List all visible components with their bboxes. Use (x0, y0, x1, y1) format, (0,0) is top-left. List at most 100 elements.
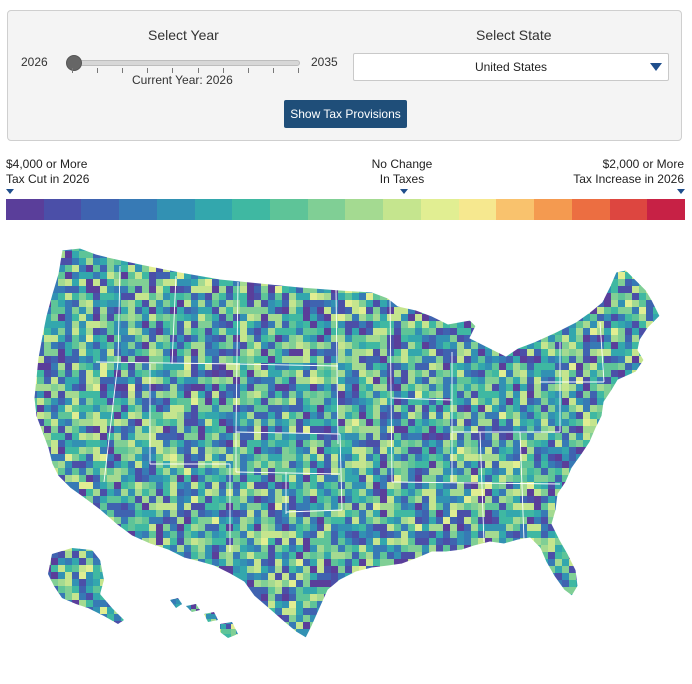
county-cell (303, 510, 311, 518)
county-cell (345, 496, 353, 504)
county-cell (352, 524, 360, 532)
county-cell (625, 363, 633, 371)
county-cell (58, 405, 66, 413)
county-cell (506, 314, 514, 322)
county-cell (625, 538, 633, 546)
county-cell (268, 248, 276, 252)
county-cell (121, 370, 129, 378)
county-cell (513, 300, 521, 308)
county-cell (135, 461, 143, 469)
county-cell (569, 412, 577, 420)
county-cell (128, 559, 136, 567)
county-cell (373, 265, 381, 273)
county-cell (205, 384, 213, 392)
county-cell (156, 559, 164, 567)
county-cell (72, 503, 80, 511)
county-cell (212, 510, 220, 518)
show-tax-provisions-button[interactable]: Show Tax Provisions (284, 100, 407, 128)
county-cell (317, 412, 325, 420)
county-cell (541, 601, 549, 609)
county-cell (184, 489, 192, 497)
county-cell (219, 377, 227, 385)
county-cell (632, 510, 640, 518)
county-cell (597, 405, 605, 413)
county-cell (394, 440, 402, 448)
county-cell (86, 314, 94, 322)
county-cell (86, 307, 94, 315)
chevron-down-icon[interactable] (650, 63, 662, 71)
county-cell (492, 559, 500, 567)
county-cell (114, 433, 122, 441)
county-cell (611, 545, 619, 553)
county-cell (142, 510, 150, 518)
year-slider[interactable] (66, 55, 300, 71)
county-cell (156, 300, 164, 308)
county-cell (135, 594, 143, 602)
county-cell (569, 251, 577, 259)
county-cell (639, 447, 647, 455)
county-cell (422, 349, 430, 357)
county-cell (569, 580, 577, 588)
year-slider-thumb[interactable] (66, 55, 82, 71)
county-cell (429, 258, 437, 266)
county-cell (58, 363, 66, 371)
county-cell (86, 412, 94, 420)
county-cell (401, 398, 409, 406)
county-cell (583, 335, 591, 343)
county-cell (373, 608, 381, 616)
county-cell (366, 475, 374, 483)
county-cell (72, 475, 80, 483)
county-cell (646, 307, 654, 315)
county-cell (394, 279, 402, 287)
county-cell (163, 566, 171, 574)
county-cell (44, 503, 52, 511)
county-cell (485, 587, 493, 595)
county-cell (352, 489, 360, 497)
county-cell (79, 321, 87, 329)
county-cell (380, 335, 388, 343)
state-dropdown[interactable]: United States (353, 53, 669, 81)
county-cell (436, 265, 444, 273)
county-cell (324, 370, 332, 378)
county-cell (611, 482, 619, 490)
county-cell (205, 538, 213, 546)
county-cell (471, 573, 479, 581)
county-cell (373, 454, 381, 462)
county-cell (219, 531, 227, 539)
county-cell (128, 384, 136, 392)
county-cell (135, 300, 143, 308)
county-cell (457, 489, 465, 497)
county-cell (429, 412, 437, 420)
county-cell (555, 601, 563, 609)
county-cell (79, 468, 87, 476)
county-cell (541, 440, 549, 448)
year-slider-tick (298, 68, 299, 73)
county-cell (331, 573, 339, 581)
county-cell (625, 559, 633, 567)
county-cell (464, 279, 472, 287)
county-cell (58, 489, 66, 497)
county-cell (58, 370, 66, 378)
county-cell (471, 510, 479, 518)
county-cell (128, 398, 136, 406)
county-cell (450, 272, 458, 280)
county-cell (324, 468, 332, 476)
county-cell (268, 293, 276, 301)
county-cell (401, 335, 409, 343)
county-cell (569, 314, 577, 322)
county-cell (450, 559, 458, 567)
county-cell (135, 265, 143, 273)
county-cell (142, 314, 150, 322)
county-cell (611, 307, 619, 315)
county-cell (240, 594, 248, 602)
county-cell (163, 307, 171, 315)
county-cell (303, 328, 311, 336)
county-cell (156, 573, 164, 581)
county-cell (625, 573, 633, 581)
county-cell (478, 251, 486, 259)
county-cell (149, 531, 157, 539)
county-cell (513, 265, 521, 273)
county-cell (569, 370, 577, 378)
county-cell (359, 300, 367, 308)
county-cell (653, 615, 660, 623)
